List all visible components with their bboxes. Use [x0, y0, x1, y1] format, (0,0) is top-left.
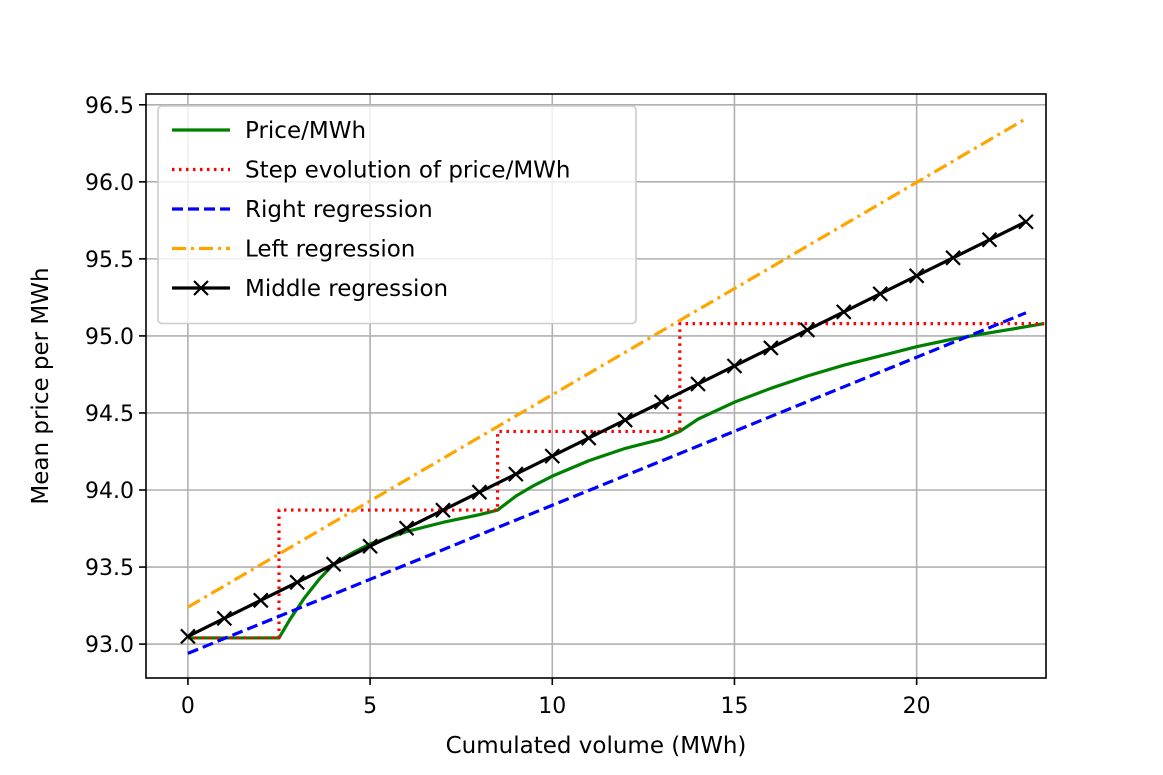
ticks: 0 5 10 15 20 93.0 93.5 94.0 94.5 95.0 95.5 96.0 96.5 — [85, 94, 931, 719]
legend-label-middle-regression: Middle regression — [245, 276, 448, 302]
y-tick-label: 95.5 — [85, 248, 134, 273]
middle-regression-point — [508, 466, 524, 482]
y-tick-label: 94.0 — [85, 479, 134, 504]
middle-regression-point — [945, 250, 961, 266]
right-regression-line — [187, 311, 1027, 655]
x-tick-label: 5 — [363, 694, 377, 719]
y-tick-label: 93.5 — [85, 556, 134, 581]
x-axis-label: Cumulated volume (MWh) — [446, 733, 747, 759]
middle-regression-point — [690, 376, 706, 392]
middle-regression-point — [1018, 213, 1034, 230]
x-tick-label: 0 — [181, 694, 195, 719]
middle-regression-point — [726, 358, 743, 374]
middle-regression-point — [872, 286, 888, 302]
y-tick-label: 93.0 — [85, 633, 134, 658]
x-tick-label: 15 — [720, 694, 748, 719]
middle-regression-point — [325, 556, 342, 573]
legend-box — [157, 105, 637, 325]
x-tick-label: 10 — [538, 694, 566, 719]
middle-regression-point — [617, 412, 633, 428]
middle-regression-point — [362, 538, 378, 555]
y-axis-label: Mean price per MWh — [28, 267, 54, 504]
middle-regression-line — [187, 220, 1027, 638]
legend-label-step-evolution-of-price-mwh: Step evolution of price/MWh — [245, 158, 570, 184]
step-evolution-of-price-mwh-line — [187, 321, 1045, 640]
y-tick-label: 96.5 — [85, 94, 134, 119]
middle-regression-point — [544, 448, 561, 464]
y-tick-label: 95.0 — [85, 325, 134, 350]
legend-label-right-regression: Right regression — [245, 197, 433, 223]
plot-area — [180, 117, 1045, 655]
middle-regression-point — [289, 574, 305, 591]
middle-regression-point — [763, 340, 779, 356]
middle-regression-point — [580, 430, 597, 446]
middle-regression-point — [799, 322, 816, 338]
x-tick-label: 20 — [903, 694, 931, 719]
middle-regression-point — [471, 484, 488, 500]
y-tick-label: 94.5 — [85, 402, 134, 427]
middle-regression-point — [908, 268, 925, 284]
legend-label-left-regression: Left regression — [245, 237, 415, 263]
middle-regression-point — [252, 592, 269, 609]
middle-regression-point — [398, 520, 415, 537]
middle-regression-point — [435, 502, 451, 518]
axes-frame — [145, 93, 1047, 679]
middle-regression-point — [653, 394, 670, 410]
legend-label-price-mwh: Price/MWh — [245, 118, 366, 144]
y-tick-label: 96.0 — [85, 171, 134, 196]
price-mwh-line — [187, 322, 1045, 640]
legend: Price/MWh Step evolution of price/MWh Righ… — [157, 105, 637, 325]
middle-regression-point — [216, 610, 233, 627]
middle-regression-point — [835, 304, 852, 320]
middle-regression-point — [981, 231, 998, 248]
middle-regression-point — [180, 628, 196, 645]
legend-marker-middle-regression — [193, 280, 209, 296]
